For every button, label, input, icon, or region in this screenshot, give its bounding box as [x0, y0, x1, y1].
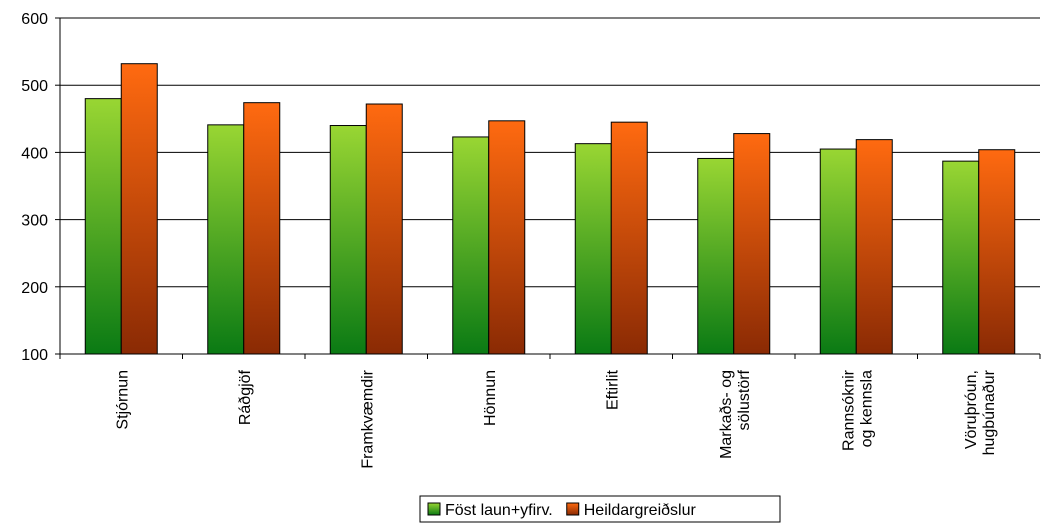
bar-fast-laun	[84, 98, 122, 355]
x-tick-label: og kennsla	[858, 370, 875, 447]
bar-fast-laun	[697, 157, 735, 355]
bar-fast-laun	[942, 160, 980, 355]
y-tick-label: 100	[21, 347, 48, 364]
bar-heildargreidslur	[610, 121, 648, 355]
gridlines	[60, 17, 1040, 288]
axes	[55, 17, 1041, 359]
bar-heildargreidslur	[243, 102, 281, 355]
x-tick-label: Framkvæmdir	[359, 369, 376, 468]
x-tick-label: Ráðgjöf	[237, 369, 254, 425]
x-tick-label: Eftirlit	[604, 369, 621, 410]
y-tick-label: 600	[21, 11, 48, 28]
bar-heildargreidslur	[855, 139, 893, 355]
bars	[84, 63, 1016, 355]
legend-box	[419, 495, 781, 523]
legend-label: Föst laun+yfirv.	[445, 502, 553, 519]
bar-heildargreidslur	[488, 120, 526, 355]
y-tick-label: 500	[21, 78, 48, 95]
y-tick-label: 400	[21, 145, 48, 162]
bar-heildargreidslur	[365, 103, 403, 355]
x-tick-label: Rannsóknir	[840, 369, 857, 451]
legend: Föst laun+yfirv. Heildargreiðslur	[419, 495, 781, 523]
bar-fast-laun	[574, 143, 612, 355]
legend-swatch	[566, 502, 580, 516]
bar-heildargreidslur	[978, 149, 1016, 355]
bar-heildargreidslur	[120, 63, 158, 355]
x-tick-label: Stjórnun	[114, 370, 131, 430]
bar-fast-laun	[207, 124, 245, 355]
bar-fast-laun	[452, 136, 490, 355]
bar-fast-laun	[329, 125, 367, 355]
bar-fast-laun	[819, 148, 857, 355]
x-tick-label: Vöruþróun,	[963, 370, 980, 449]
y-tick-label: 200	[21, 280, 48, 297]
legend-label: Heildargreiðslur	[584, 502, 697, 519]
bar-heildargreidslur	[733, 133, 771, 355]
labels: 100 200 300 400 500 600 Stjórnun Ráðgjöf Framkvæ…	[21, 11, 997, 469]
x-tick-label: sölustörf	[736, 369, 753, 430]
legend-swatch	[427, 502, 441, 516]
x-tick-label: hugbúnaður	[981, 369, 998, 455]
y-tick-label: 300	[21, 213, 48, 230]
x-tick-label: Markaðs- og	[718, 370, 735, 459]
x-tick-label: Hönnun	[482, 370, 499, 426]
